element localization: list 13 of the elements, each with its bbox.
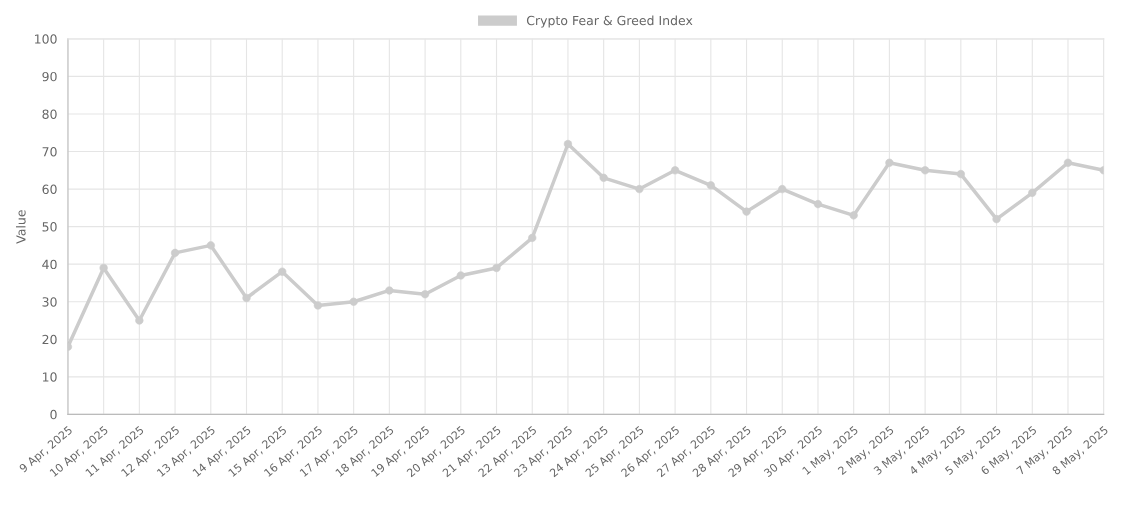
y-tick-label: 60: [42, 184, 57, 194]
y-tick-label: 90: [42, 71, 57, 82]
y-tick-label: 80: [42, 109, 57, 119]
y-tick-label: 0: [50, 409, 57, 420]
y-tick-label: 100: [35, 34, 57, 44]
y-tick-label: 40: [42, 259, 57, 270]
y-tick-label: 50: [42, 222, 57, 232]
y-tick-label: 30: [42, 297, 57, 307]
y-tick-label: 20: [42, 334, 57, 345]
y-axis-title: Value: [15, 210, 26, 244]
legend-label: Crypto Fear & Greed Index: [526, 15, 693, 28]
y-tick-label: 10: [42, 372, 57, 382]
y-tick-label: 70: [42, 146, 57, 157]
